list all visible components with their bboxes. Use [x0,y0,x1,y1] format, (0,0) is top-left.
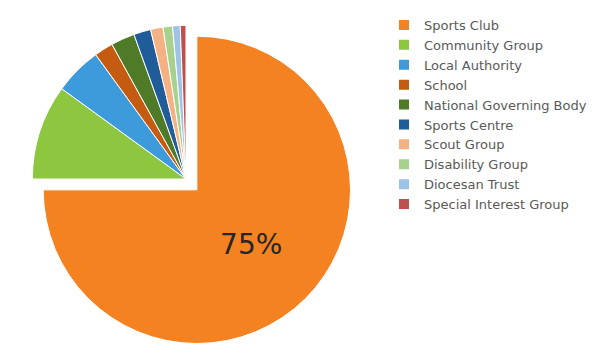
svg-text:Diocesan Trust: Diocesan Trust [424,177,519,192]
svg-text:Community Group: Community Group [424,38,543,53]
svg-text:National Governing Body: National Governing Body [424,98,587,113]
svg-text:Sports Centre: Sports Centre [424,118,513,133]
svg-text:School: School [424,78,467,93]
svg-text:Sports Club: Sports Club [424,18,499,33]
svg-text:Disability Group: Disability Group [424,157,528,172]
svg-text:Scout Group: Scout Group [424,137,504,152]
svg-text:Special Interest Group: Special Interest Group [424,197,569,212]
svg-text:75%: 75% [220,228,282,261]
svg-text:Local Authority: Local Authority [424,58,522,73]
